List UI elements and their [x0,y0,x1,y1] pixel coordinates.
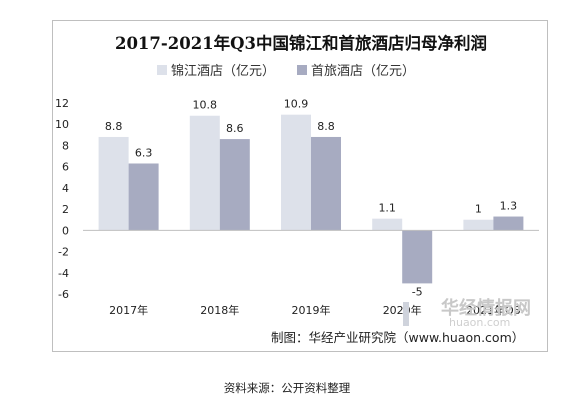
y-tick-label: 12 [55,97,69,110]
y-tick-label: -6 [58,288,69,301]
bar-shoulv [311,136,341,231]
watermark-name: 华经情报网 [441,297,531,319]
y-tick-label: 4 [62,182,69,195]
x-tick-label: 2019年 [292,303,331,317]
y-tick-label: 8 [62,139,69,152]
y-tick-label: -4 [58,267,69,280]
y-tick-label: 6 [62,161,69,174]
y-tick-label: -2 [58,246,69,259]
y-tick-label: 2 [62,203,69,216]
x-tick-label: 2017年 [109,303,148,317]
bar-jinjiang [281,114,311,231]
data-label-jinjiang: 8.8 [105,120,123,133]
bars [98,114,524,284]
y-axis: 12 10 8 6 4 2 0 -2 -4 -6 [55,97,69,301]
bar-chart: 2017-2021年Q3中国锦江和首旅酒店归母净利润 锦江酒店（亿元） 首旅酒店… [55,33,539,345]
bar-jinjiang [463,219,494,231]
chart-title: 2017-2021年Q3中国锦江和首旅酒店归母净利润 [115,33,487,53]
legend: 锦江酒店（亿元） 首旅酒店（亿元） [157,64,415,79]
chart-credit: 制图：华经产业研究院（www.huaon.com） [271,330,524,345]
bar-jinjiang [372,218,403,231]
legend-label-shoulv: 首旅酒店（亿元） [311,64,415,79]
data-label-jinjiang: 10.8 [193,99,218,112]
x-axis: 2017年 2018年 2019年 2020年 2021年Q3 [109,303,521,317]
bar-jinjiang [98,136,129,231]
y-tick-label: 10 [55,118,69,131]
chart-frame: 2017-2021年Q3中国锦江和首旅酒店归母净利润 锦江酒店（亿元） 首旅酒店… [52,20,548,352]
source-note: 资料来源：公开资料整理 [223,381,351,395]
bar-shoulv [219,139,250,231]
data-label-shoulv: 8.6 [226,122,244,135]
legend-swatch-jinjiang [157,65,167,75]
bar-shoulv [402,230,433,284]
legend-label-jinjiang: 锦江酒店（亿元） [171,64,275,79]
watermark: 华经情报网 huaon.com [403,297,531,329]
x-tick-label: 2020年 [383,303,422,317]
x-tick-label: 2021年Q3 [466,303,521,317]
data-label-shoulv: 1.3 [500,200,518,213]
y-tick-label: 0 [62,224,69,237]
data-labels: 8.8 6.3 10.8 8.6 10.9 8.8 1.1 -5 1 1.3 [105,98,517,299]
data-label-jinjiang: 1 [475,203,482,216]
data-label-jinjiang: 1.1 [378,202,396,215]
watermark-logo-icon [403,302,409,326]
data-label-shoulv: 6.3 [135,146,153,159]
watermark-url: huaon.com [449,316,510,329]
legend-swatch-shoulv [297,65,307,75]
bar-shoulv [493,216,524,231]
x-tick-label: 2018年 [200,303,239,317]
bar-jinjiang [189,115,220,231]
bar-shoulv [128,163,159,231]
data-label-shoulv: 8.8 [317,120,335,133]
data-label-shoulv: -5 [412,285,423,298]
data-label-jinjiang: 10.9 [284,98,309,111]
